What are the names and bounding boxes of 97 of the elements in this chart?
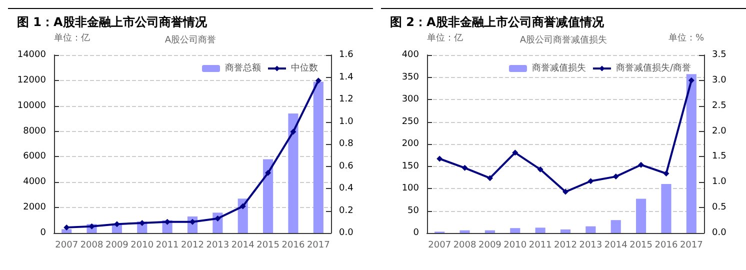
point xyxy=(638,162,644,168)
y-axis-title: 单位：亿 xyxy=(54,32,90,44)
y2-tick-label: 0.2 xyxy=(339,206,354,216)
point xyxy=(265,170,272,176)
x-tick-label: 2009 xyxy=(478,240,502,250)
x-tick-label: 2007 xyxy=(428,240,452,250)
y-tick-label: 0 xyxy=(413,228,420,238)
x-tick-label: 2013 xyxy=(206,240,230,250)
legend-label: 中位数 xyxy=(291,62,318,74)
y2-tick-label: 1.0 xyxy=(339,116,354,127)
x-tick-label: 2014 xyxy=(231,240,255,250)
y-tick-label: 10000 xyxy=(17,100,46,111)
y2-tick-label: 0.0 xyxy=(339,228,354,238)
y2-tick-label: 1.0 xyxy=(712,177,727,188)
bar xyxy=(460,230,470,233)
y-tick-label: 400 xyxy=(402,50,420,60)
y-tick-label: 100 xyxy=(402,184,420,194)
y2-tick-label: 3.0 xyxy=(712,75,727,86)
point xyxy=(612,174,619,180)
x-tick-label: 2017 xyxy=(306,240,330,250)
point xyxy=(588,178,594,184)
y-tick-label: 8000 xyxy=(23,126,46,136)
y-tick-label: 6000 xyxy=(23,152,46,162)
y-tick-label: 200 xyxy=(402,139,420,149)
bar xyxy=(62,229,72,233)
chart-title: 图 1：A股非金融上市公司商誉情况 xyxy=(17,15,208,29)
x-tick-label: 2016 xyxy=(282,240,305,250)
bar xyxy=(586,226,596,233)
x-tick-label: 2008 xyxy=(453,240,476,250)
y2-tick-label: 1.2 xyxy=(339,94,354,104)
bar xyxy=(636,198,646,233)
y2-tick-label: 2.5 xyxy=(712,100,726,111)
point xyxy=(315,78,322,84)
bar xyxy=(661,184,672,233)
point xyxy=(240,203,246,210)
x-tick-label: 2017 xyxy=(680,240,703,250)
point xyxy=(663,170,670,176)
y-tick-label: 150 xyxy=(402,161,420,172)
y2-tick-label: 0.5 xyxy=(712,202,726,213)
y-axis-title: 单位：亿 xyxy=(427,32,463,44)
y2-tick-label: 0.4 xyxy=(339,184,354,194)
y-tick-label: 250 xyxy=(402,116,420,127)
y2-tick-label: 3.5 xyxy=(712,50,726,60)
point xyxy=(512,150,518,156)
bar xyxy=(560,229,571,233)
chart-title: 图 2：A股非金融上市公司商誉减值情况 xyxy=(390,15,605,29)
x-tick-label: 2008 xyxy=(80,240,104,250)
x-tick-label: 2016 xyxy=(654,240,678,250)
x-tick-label: 2013 xyxy=(579,240,602,250)
x-tick-label: 2011 xyxy=(156,240,179,250)
bar xyxy=(288,113,298,233)
point xyxy=(562,188,568,195)
bar xyxy=(610,220,621,233)
y-tick-label: 14000 xyxy=(17,50,46,60)
point xyxy=(486,175,493,182)
x-tick-label: 2014 xyxy=(604,240,628,250)
y2-tick-label: 1.6 xyxy=(339,50,354,60)
y2-tick-label: 1.5 xyxy=(712,152,726,162)
chart-subtitle: A股公司商誉减值损失 xyxy=(520,34,608,46)
y-tick-label: 2000 xyxy=(23,202,46,213)
legend-label: 商誉总额 xyxy=(225,62,261,74)
chart-subtitle: A股公司商誉 xyxy=(164,34,216,46)
bar xyxy=(484,230,495,233)
y-tick-label: 0 xyxy=(40,228,46,238)
bar xyxy=(535,228,546,233)
y-tick-label: 350 xyxy=(402,72,420,82)
bar xyxy=(313,82,324,233)
x-tick-label: 2009 xyxy=(106,240,129,250)
point xyxy=(688,77,694,84)
legend-label: 商誉减值损失/商誉 xyxy=(616,62,692,74)
x-tick-label: 2011 xyxy=(528,240,552,250)
x-tick-label: 2012 xyxy=(181,240,204,250)
point xyxy=(537,166,544,172)
y-tick-label: 4000 xyxy=(23,177,46,188)
y-tick-label: 300 xyxy=(402,94,420,104)
x-tick-label: 2010 xyxy=(504,240,527,250)
y2-tick-label: 1.4 xyxy=(339,72,354,82)
y2-tick-label: 0.0 xyxy=(712,228,727,238)
legend-label: 商誉减值损失 xyxy=(532,62,586,74)
x-tick-label: 2012 xyxy=(554,240,577,250)
bar xyxy=(686,74,696,233)
bar xyxy=(263,159,274,233)
y2-axis-title: 单位：% xyxy=(668,32,704,44)
point xyxy=(214,216,221,222)
bar xyxy=(510,228,520,233)
x-tick-label: 2007 xyxy=(55,240,78,250)
y2-tick-label: 0.8 xyxy=(339,139,354,149)
y2-tick-label: 0.6 xyxy=(339,161,354,172)
y-tick-label: 12000 xyxy=(17,75,46,86)
point xyxy=(436,156,443,162)
y-tick-label: 50 xyxy=(408,206,420,216)
x-tick-label: 2015 xyxy=(630,240,652,250)
x-tick-label: 2010 xyxy=(130,240,154,250)
point xyxy=(462,164,468,171)
point xyxy=(290,128,296,135)
x-tick-label: 2015 xyxy=(256,240,280,250)
y2-tick-label: 2.0 xyxy=(712,126,727,136)
